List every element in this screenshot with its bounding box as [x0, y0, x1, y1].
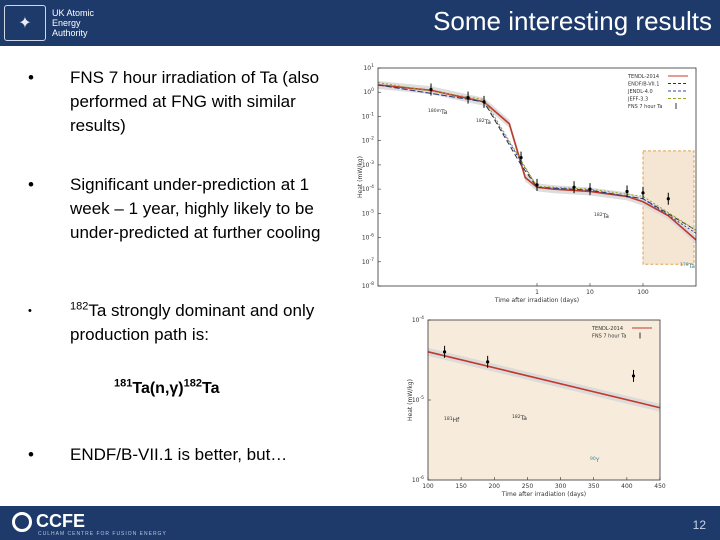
y-tick-label: 10-7 [362, 257, 374, 266]
y-tick-label: 10-4 [362, 184, 374, 193]
x-tick-label: 400 [621, 483, 633, 490]
slide-header: ✦ UK Atomic Energy Authority Some intere… [0, 0, 720, 46]
x-tick-label: 100 [637, 289, 649, 296]
y-tick-label: 10-2 [362, 136, 374, 145]
isotope-mass: 181 [114, 377, 133, 390]
x-tick-label: 150 [455, 483, 467, 490]
bullet-marker: • [28, 305, 32, 317]
y-tick-label: 101 [363, 63, 374, 72]
series-line [377, 82, 697, 231]
y-tick-label: 10-5 [412, 395, 424, 404]
x-tick-label: 350 [588, 483, 600, 490]
logo-line-2: Energy [52, 18, 81, 28]
x-axis-label: Time after irradiation (days) [494, 297, 579, 304]
page-number: 12 [692, 518, 706, 532]
isotope-annotation: 181Hf [444, 416, 460, 424]
legend-label: ENDF/B-VII.1 [628, 82, 659, 88]
isotope-mass: 182 [70, 300, 89, 313]
legend-label: TENDL-2014 [627, 74, 659, 80]
data-point [429, 87, 433, 92]
data-point [466, 95, 470, 100]
bullet-item: • FNS 7 hour irradiation of Ta (also per… [28, 66, 348, 138]
bullet-text: FNS 7 hour irradiation of Ta (also perfo… [70, 68, 320, 135]
isotope-annotation: 182Ta [512, 414, 527, 422]
isotope-annotation: 182Ta [476, 118, 491, 126]
bullet-marker: • [28, 175, 34, 194]
y-tick-label: 10-6 [362, 233, 374, 242]
y-tick-label: 10-6 [412, 475, 424, 484]
data-point [625, 189, 629, 194]
slide-title: Some interesting results [433, 6, 712, 36]
x-tick-label: 450 [654, 483, 666, 490]
isotope-annotation: 180mTa [428, 108, 448, 116]
x-tick-label: 300 [555, 483, 567, 490]
y-tick-label: 100 [363, 87, 374, 96]
x-tick-label: 1 [535, 289, 539, 296]
bullet-text: ENDF/B-VII.1 is better, but… [70, 445, 288, 464]
bullet-item: • ENDF/B-VII.1 is better, but… [28, 443, 348, 467]
y-axis-label: Heat (mW/kg) [407, 379, 414, 421]
data-point [442, 350, 447, 354]
reaction-equation: 181Ta(n,γ)182Ta [114, 377, 220, 398]
logo-line-3: Authority [52, 28, 88, 38]
legend-label: FNS 7 hour Ta [592, 334, 626, 340]
isotope-mass: 182 [183, 377, 202, 390]
reaction-mid: Ta(n,γ) [132, 380, 184, 397]
data-point [666, 197, 670, 201]
data-point [572, 185, 576, 189]
x-axis-label: Time after irradiation (days) [501, 491, 586, 498]
slide-footer: CCFE CULHAM CENTRE FOR FUSION ENERGY 12 [0, 506, 720, 540]
x-tick-label: 200 [489, 483, 501, 490]
decay-heat-chart-svg: 101 100 10-1 10-2 10-3 10-4 10-5 10-6 10-7 10-8 1 1… [357, 63, 697, 304]
reaction-end: Ta [201, 380, 220, 397]
data-point [631, 374, 636, 378]
isotope-annotation: 90Y [590, 456, 600, 464]
isotope-annotation: 182Ta [594, 212, 609, 220]
data-point [519, 155, 523, 160]
x-tick-label: 10 [586, 289, 594, 296]
y-tick-label: 10-3 [362, 160, 374, 169]
legend-label: FNS 7 hour Ta [628, 104, 662, 110]
ccfe-mark-icon [12, 511, 32, 532]
series-line [427, 351, 661, 409]
data-point [486, 360, 490, 364]
series-line [377, 84, 697, 241]
ccfe-logo: CCFE [12, 511, 85, 532]
y-tick-label: 10-8 [362, 281, 374, 290]
decay-heat-chart: 101 100 10-1 10-2 10-3 10-4 10-5 10-6 10-7 10-8 1 1… [346, 54, 718, 320]
logo-line-1: UK Atomic [52, 8, 95, 18]
bullet-text-body: Ta strongly dominant and only production… [70, 301, 315, 344]
ccfe-subtitle: CULHAM CENTRE FOR FUSION ENERGY [38, 531, 167, 537]
ccfe-logo-text: CCFE [36, 511, 85, 531]
isotope-annotation: 179Ta [680, 262, 695, 270]
logo-text: UK Atomic Energy Authority [52, 8, 94, 38]
y-tick-label: 10-4 [412, 315, 424, 324]
data-point [641, 191, 645, 195]
bullet-marker: • [28, 445, 34, 464]
bullet-text: 182Ta strongly dominant and only product… [70, 299, 348, 347]
crest-icon: ✦ [4, 5, 46, 41]
bullet-item: • 182Ta strongly dominant and only produ… [28, 299, 348, 347]
x-tick-label: 250 [522, 483, 534, 490]
zoom-chart: 10-4 10-5 10-6 100 150 200 250 300 350 400 450 Time… [380, 312, 670, 502]
bullet-text: Significant under-prediction at 1 week –… [70, 175, 321, 242]
bullet-marker: • [28, 68, 34, 87]
bullet-item: • Significant under-prediction at 1 week… [28, 173, 348, 245]
data-point [482, 100, 486, 104]
y-tick-label: 10-5 [362, 208, 374, 217]
series-line [377, 84, 697, 234]
data-point [535, 183, 539, 187]
legend-label: JEFF-3.3 [627, 97, 648, 103]
ukaea-logo: ✦ UK Atomic Energy Authority [4, 4, 104, 42]
x-tick-label: 100 [422, 483, 434, 490]
data-point [588, 187, 592, 191]
legend-label: JENDL-4.0 [627, 89, 653, 95]
legend-label: TENDL-2014 [591, 326, 623, 332]
y-tick-label: 10-1 [362, 111, 374, 120]
y-axis-label: Heat (mW/kg) [357, 156, 364, 198]
